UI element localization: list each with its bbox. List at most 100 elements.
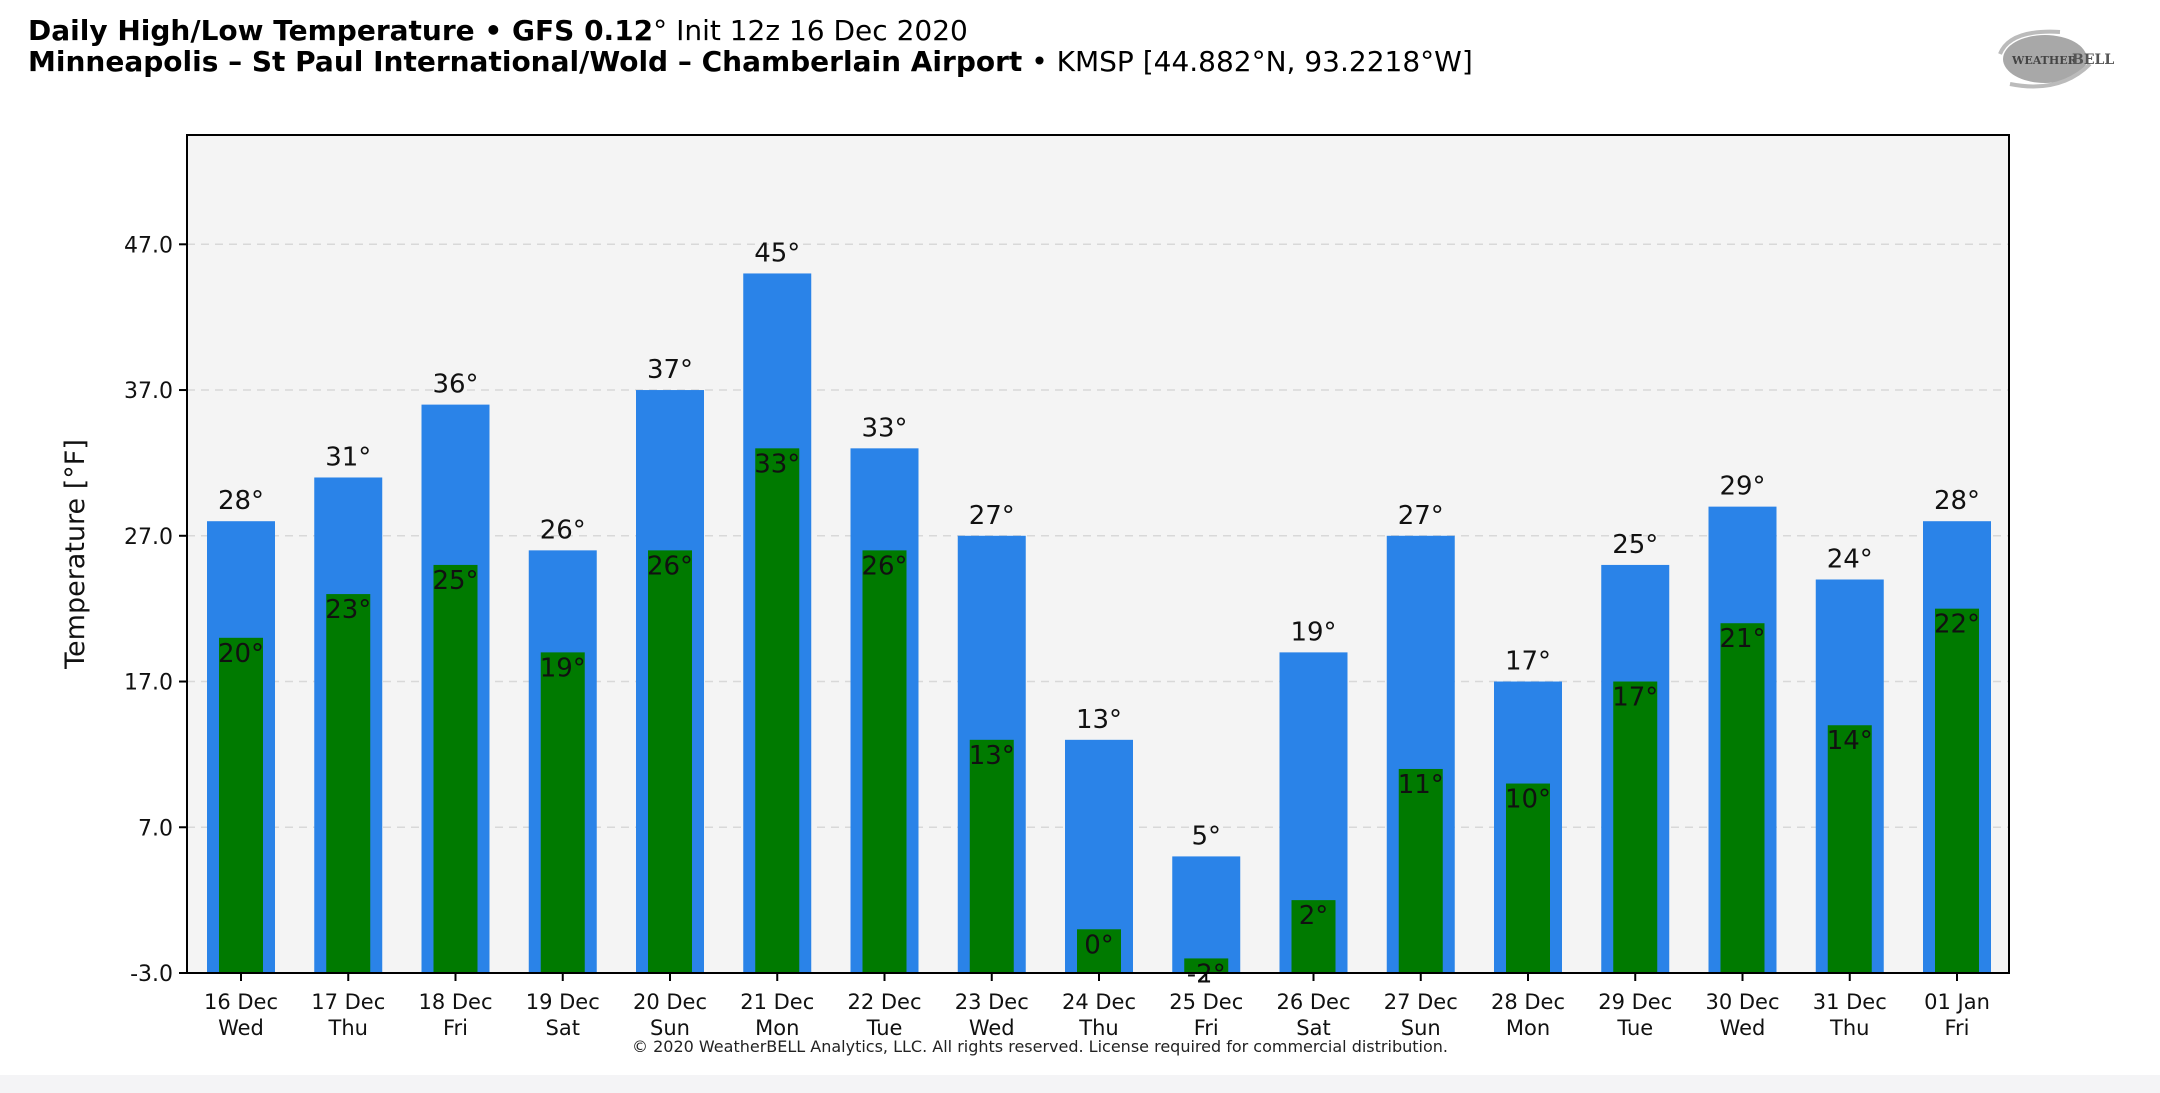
x-tick-weekday: Fri bbox=[1944, 1016, 1969, 1040]
y-tick-label: 17.0 bbox=[124, 671, 173, 696]
x-tick-date: 17 Dec bbox=[311, 990, 385, 1014]
low-label: 19° bbox=[540, 653, 586, 683]
x-tick-date: 31 Dec bbox=[1813, 990, 1887, 1014]
high-label: 17° bbox=[1505, 647, 1551, 677]
low-bar bbox=[326, 594, 371, 973]
low-label: 11° bbox=[1398, 770, 1444, 800]
weatherbell-logo: WEATHER BELL bbox=[1998, 29, 2114, 89]
title-init: Init 12z 16 Dec 2020 bbox=[667, 14, 968, 47]
high-label: 13° bbox=[1076, 705, 1122, 735]
low-bar bbox=[1506, 783, 1550, 973]
high-label: 29° bbox=[1719, 472, 1765, 502]
x-tick-weekday: Thu bbox=[1829, 1016, 1869, 1040]
high-label: 25° bbox=[1612, 530, 1658, 560]
high-label: 45° bbox=[754, 238, 800, 268]
x-tick-date: 27 Dec bbox=[1384, 990, 1458, 1014]
y-tick-label: 37.0 bbox=[124, 379, 173, 404]
x-tick-date: 29 Dec bbox=[1598, 990, 1672, 1014]
low-bar bbox=[755, 448, 800, 974]
bottom-strip bbox=[0, 1075, 2160, 1093]
low-label: 10° bbox=[1505, 785, 1551, 815]
x-tick-weekday: Fri bbox=[443, 1016, 468, 1040]
x-tick-weekday: Tue bbox=[866, 1016, 903, 1040]
x-tick-date: 28 Dec bbox=[1491, 990, 1565, 1014]
high-bar bbox=[1172, 856, 1241, 973]
copyright: © 2020 WeatherBELL Analytics, LLC. All r… bbox=[632, 1037, 1448, 1056]
x-tick-date: 16 Dec bbox=[204, 990, 278, 1014]
high-label: 31° bbox=[325, 442, 371, 472]
high-label: 36° bbox=[432, 370, 478, 400]
x-tick-date: 20 Dec bbox=[633, 990, 707, 1014]
high-label: 27° bbox=[1398, 501, 1444, 531]
low-bar bbox=[1720, 623, 1765, 973]
low-label: 26° bbox=[861, 551, 907, 581]
low-label: 22° bbox=[1934, 610, 1980, 640]
x-tick-date: 18 Dec bbox=[418, 990, 492, 1014]
low-bar bbox=[1613, 681, 1658, 973]
high-label: 5° bbox=[1191, 821, 1221, 851]
x-tick-date: 24 Dec bbox=[1062, 990, 1136, 1014]
low-bar bbox=[1184, 958, 1229, 973]
low-bar bbox=[862, 550, 907, 973]
x-tick-date: 01 Jan bbox=[1924, 990, 1990, 1014]
high-label: 28° bbox=[218, 486, 264, 516]
x-tick-weekday: Sat bbox=[1296, 1016, 1330, 1040]
plot-frame bbox=[186, 134, 2010, 974]
low-label: 14° bbox=[1827, 726, 1873, 756]
low-bar bbox=[219, 637, 263, 973]
low-label: 33° bbox=[754, 449, 800, 479]
svg-text:WEATHER: WEATHER bbox=[2011, 54, 2078, 67]
y-tick-label: -3.0 bbox=[130, 962, 173, 987]
low-label: 20° bbox=[218, 639, 264, 669]
low-label: 0° bbox=[1084, 930, 1114, 960]
x-tick-weekday: Fri bbox=[1194, 1016, 1219, 1040]
x-tick-date: 19 Dec bbox=[526, 990, 600, 1014]
y-tick-label: 47.0 bbox=[124, 233, 173, 258]
low-label: 17° bbox=[1612, 683, 1658, 713]
station-name: Minneapolis – St Paul International/Wold… bbox=[28, 45, 1023, 78]
high-label: 28° bbox=[1934, 486, 1980, 516]
low-bar bbox=[969, 739, 1014, 973]
low-label: 23° bbox=[325, 595, 371, 625]
x-tick-weekday: Mon bbox=[1506, 1016, 1550, 1040]
station-title: Minneapolis – St Paul International/Wold… bbox=[28, 45, 1473, 78]
low-label: 26° bbox=[647, 551, 693, 581]
x-tick-weekday: Sun bbox=[1401, 1016, 1441, 1040]
x-tick-weekday: Mon bbox=[755, 1016, 799, 1040]
high-label: 26° bbox=[540, 515, 586, 545]
low-bar bbox=[1935, 608, 1979, 973]
chart-title: Daily High/Low Temperature • GFS 0.12° I… bbox=[28, 14, 968, 47]
x-tick-date: 22 Dec bbox=[847, 990, 921, 1014]
low-bar bbox=[1291, 900, 1336, 973]
y-axis: -3.0 7.0 17.0 27.0 37.0 47.0 bbox=[124, 233, 187, 987]
high-label: 37° bbox=[647, 355, 693, 385]
y-axis-label: Temperature [°F] bbox=[60, 439, 91, 670]
x-tick-weekday: Thu bbox=[328, 1016, 368, 1040]
x-tick-date: 26 Dec bbox=[1276, 990, 1350, 1014]
high-label: 27° bbox=[969, 501, 1015, 531]
x-tick-weekday: Wed bbox=[1720, 1016, 1766, 1040]
high-label: 24° bbox=[1827, 545, 1873, 575]
x-tick-weekday: Wed bbox=[218, 1016, 264, 1040]
x-tick-date: 25 Dec bbox=[1169, 990, 1243, 1014]
x-tick-weekday: Sat bbox=[546, 1016, 580, 1040]
low-label: 2° bbox=[1299, 901, 1329, 931]
low-bar bbox=[1077, 929, 1121, 973]
low-bar bbox=[648, 550, 692, 973]
low-label: 13° bbox=[969, 741, 1015, 771]
title-degree: ° bbox=[653, 14, 668, 47]
low-bar bbox=[433, 564, 478, 973]
x-tick-weekday: Tue bbox=[1616, 1016, 1653, 1040]
low-label: 25° bbox=[432, 566, 478, 596]
bars: 28° 20° 31° 23° 36° 25° 26° 19° 37° 26° 45° 33° 33° 2… bbox=[207, 238, 1991, 989]
title-bold: Daily High/Low Temperature • GFS 0.12 bbox=[28, 14, 654, 47]
svg-text:BELL: BELL bbox=[2072, 52, 2114, 68]
low-label: 21° bbox=[1719, 624, 1765, 654]
x-tick-weekday: Wed bbox=[969, 1016, 1015, 1040]
low-bar bbox=[1398, 768, 1443, 973]
x-tick-date: 21 Dec bbox=[740, 990, 814, 1014]
station-coords: • KMSP [44.882°N, 93.2218°W] bbox=[1022, 45, 1473, 78]
y-tick-label: 27.0 bbox=[124, 525, 173, 550]
